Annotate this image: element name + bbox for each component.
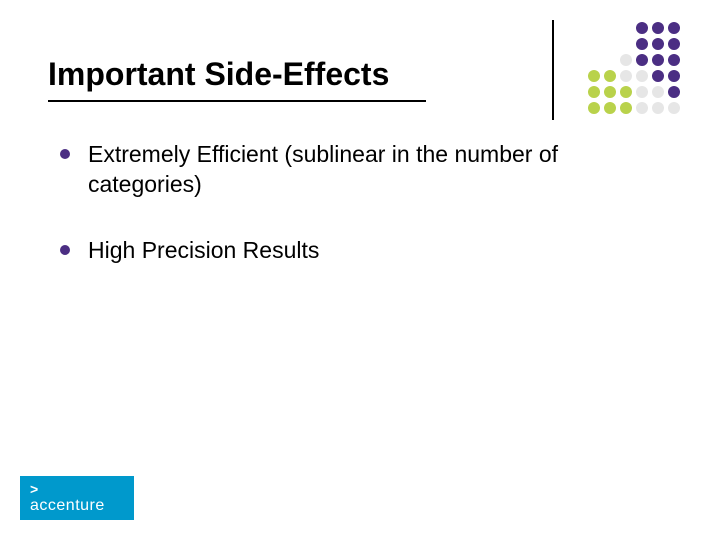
grid-dot	[636, 70, 648, 82]
bullet-text: High Precision Results	[88, 236, 319, 266]
grid-dot	[620, 102, 632, 114]
grid-dot	[620, 54, 632, 66]
grid-dot	[668, 22, 680, 34]
logo-text: accenture	[30, 498, 134, 514]
grid-dot	[588, 54, 600, 66]
title-underline	[48, 100, 426, 102]
bullet-icon	[60, 149, 70, 159]
logo-caret-icon: >	[30, 482, 134, 496]
bullet-text: Extremely Efficient (sublinear in the nu…	[88, 140, 620, 200]
grid-dot	[636, 86, 648, 98]
grid-dot	[588, 22, 600, 34]
grid-dot	[652, 70, 664, 82]
grid-dot	[668, 86, 680, 98]
list-item: High Precision Results	[60, 236, 620, 266]
grid-dot	[604, 54, 616, 66]
grid-dot	[588, 102, 600, 114]
grid-dot	[604, 38, 616, 50]
decorative-vertical-line	[552, 20, 554, 120]
grid-dot	[636, 38, 648, 50]
slide: Important Side-Effects Extremely Efficie…	[0, 0, 720, 540]
grid-dot	[652, 86, 664, 98]
grid-dot	[652, 22, 664, 34]
grid-dot	[588, 86, 600, 98]
grid-dot	[668, 70, 680, 82]
grid-dot	[620, 70, 632, 82]
decorative-dot-grid	[588, 22, 680, 114]
slide-title: Important Side-Effects	[48, 56, 389, 93]
grid-dot	[636, 102, 648, 114]
grid-dot	[588, 38, 600, 50]
grid-dot	[652, 102, 664, 114]
grid-dot	[636, 22, 648, 34]
grid-dot	[652, 38, 664, 50]
grid-dot	[620, 22, 632, 34]
grid-dot	[588, 70, 600, 82]
grid-dot	[604, 86, 616, 98]
grid-dot	[604, 22, 616, 34]
bullet-icon	[60, 245, 70, 255]
grid-dot	[668, 54, 680, 66]
bullet-list: Extremely Efficient (sublinear in the nu…	[60, 140, 620, 302]
grid-dot	[604, 102, 616, 114]
list-item: Extremely Efficient (sublinear in the nu…	[60, 140, 620, 200]
accenture-logo: > accenture	[20, 476, 134, 520]
grid-dot	[652, 54, 664, 66]
grid-dot	[620, 38, 632, 50]
grid-dot	[668, 102, 680, 114]
grid-dot	[604, 70, 616, 82]
grid-dot	[636, 54, 648, 66]
grid-dot	[668, 38, 680, 50]
grid-dot	[620, 86, 632, 98]
